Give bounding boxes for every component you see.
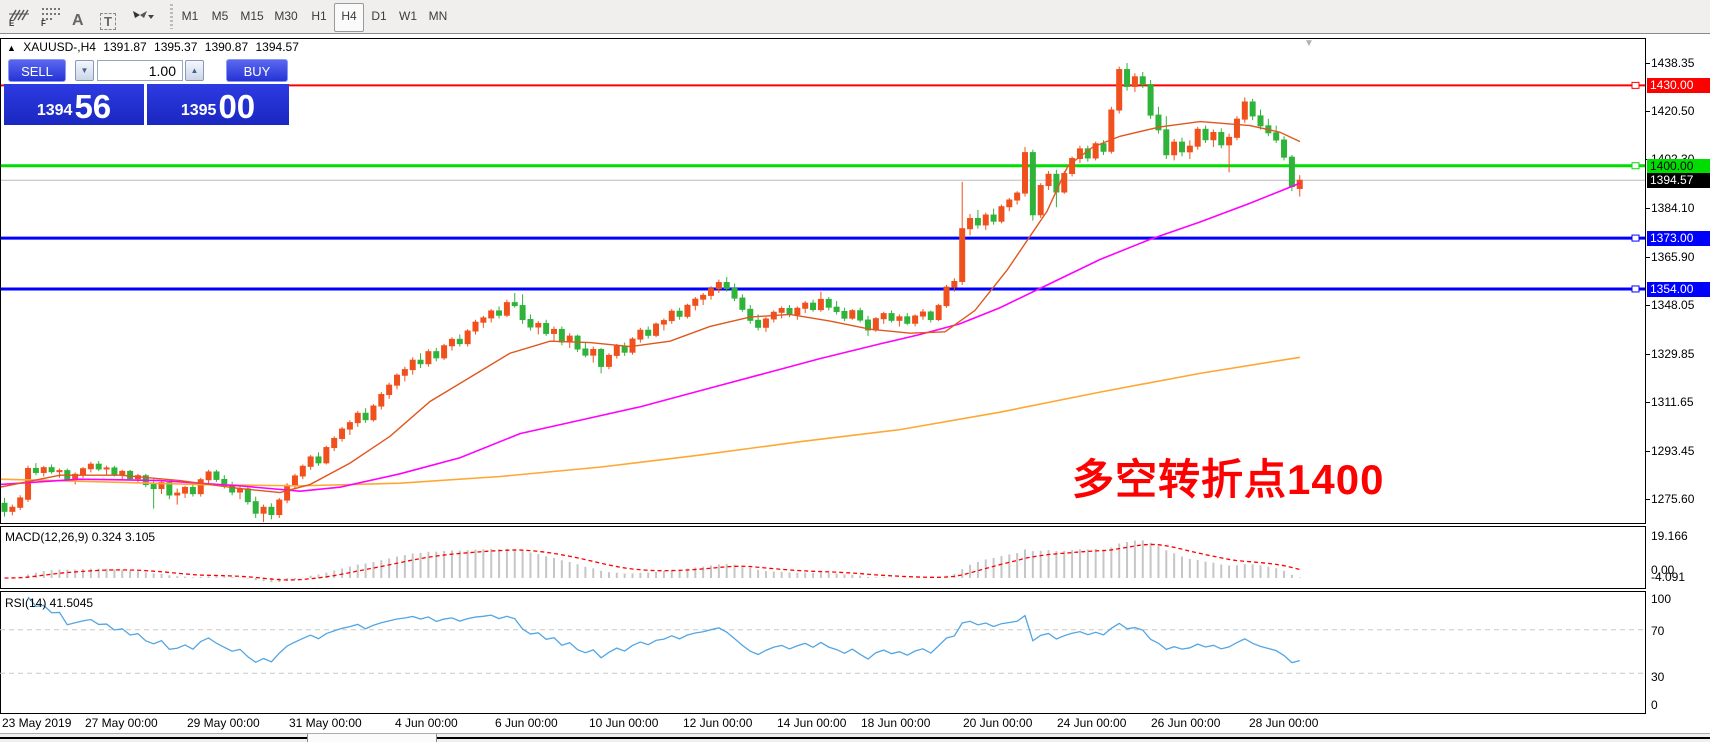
rsi-axis-tick: 30 bbox=[1651, 670, 1665, 684]
bid-price-panel[interactable]: 1394 56 bbox=[4, 84, 144, 125]
price-axis-tick: 1420.50 bbox=[1651, 104, 1695, 118]
date-axis-label: 20 Jun 00:00 bbox=[963, 716, 1033, 730]
main-chart-panel[interactable] bbox=[0, 38, 1646, 524]
scroll-to-end-arrow-icon[interactable]: ▼ bbox=[1304, 38, 1314, 49]
tf-button-m1[interactable]: M1 bbox=[181, 9, 199, 23]
date-axis-label: 12 Jun 00:00 bbox=[683, 716, 753, 730]
rsi-axis-tick: 0 bbox=[1651, 698, 1658, 712]
volume-up-button[interactable]: ▲ bbox=[185, 60, 204, 81]
ask-price-panel[interactable]: 1395 00 bbox=[147, 84, 289, 125]
date-axis-label: 29 May 00:00 bbox=[187, 716, 260, 730]
symbol-ohlc-header: ▲ XAUUSD-,H4 1391.87 1395.37 1390.87 139… bbox=[7, 40, 303, 54]
macd-axis-tick: -4.091 bbox=[1651, 570, 1686, 584]
price-axis-tick: 1365.90 bbox=[1651, 250, 1695, 264]
toolbar: E F A T M1 M5 M1 bbox=[0, 0, 1710, 34]
low-value: 1390.87 bbox=[204, 40, 249, 54]
price-axis-tickmark bbox=[1646, 257, 1650, 258]
text-box-icon[interactable]: T bbox=[100, 6, 116, 30]
date-axis-label: 14 Jun 00:00 bbox=[777, 716, 847, 730]
price-axis-tick: 1438.35 bbox=[1651, 56, 1695, 70]
date-axis-label: 27 May 00:00 bbox=[85, 716, 158, 730]
date-axis-label: 26 Jun 00:00 bbox=[1151, 716, 1221, 730]
text-label-icon[interactable]: A bbox=[72, 12, 84, 29]
sell-button[interactable]: SELL bbox=[8, 59, 66, 82]
volume-down-button[interactable]: ▼ bbox=[75, 60, 94, 81]
active-chart-tab[interactable] bbox=[307, 734, 437, 742]
macd-axis-tick: 0.00 bbox=[1651, 563, 1675, 577]
price-level-label[interactable]: 1430.00 bbox=[1647, 78, 1710, 94]
close-value: 1394.57 bbox=[255, 40, 299, 54]
macd-indicator-label: MACD(12,26,9) 0.324 3.105 bbox=[5, 530, 156, 544]
date-axis-label: 6 Jun 00:00 bbox=[495, 716, 558, 730]
tf-button-d1[interactable]: D1 bbox=[371, 9, 387, 23]
open-value: 1391.87 bbox=[103, 40, 147, 54]
chart-tab-bar bbox=[0, 733, 1710, 742]
chart-shift-icon[interactable]: E bbox=[8, 4, 29, 28]
grid-period-icon[interactable]: F bbox=[40, 4, 60, 28]
tf-button-mn[interactable]: MN bbox=[428, 9, 448, 23]
macd-panel[interactable] bbox=[0, 526, 1646, 589]
price-level-label[interactable]: 1400.00 bbox=[1647, 158, 1710, 174]
price-axis-tick: 1329.85 bbox=[1651, 347, 1695, 361]
tab-bar-edge-right bbox=[437, 737, 1710, 739]
price-axis-tickmark bbox=[1646, 402, 1650, 403]
chart-window: ▲ XAUUSD-,H4 1391.87 1395.37 1390.87 139… bbox=[0, 34, 1710, 742]
symbol-name: XAUUSD-,H4 bbox=[23, 40, 96, 54]
price-axis-tickmark bbox=[1646, 451, 1650, 452]
ask-integer: 1395 bbox=[180, 102, 217, 119]
price-axis-tickmark bbox=[1646, 63, 1650, 64]
rsi-indicator-label: RSI(14) 41.5045 bbox=[5, 596, 94, 610]
current-price-label: 1394.57 bbox=[1647, 173, 1710, 189]
price-axis-tick: 1311.65 bbox=[1651, 395, 1694, 409]
price-axis-tick: 1293.45 bbox=[1651, 444, 1695, 458]
price-axis-tick: 1348.05 bbox=[1651, 298, 1695, 312]
date-axis-label: 28 Jun 00:00 bbox=[1249, 716, 1319, 730]
volume-input[interactable] bbox=[97, 60, 183, 81]
tf-button-h1[interactable]: H1 bbox=[311, 9, 327, 23]
rsi-panel[interactable] bbox=[0, 591, 1646, 714]
bid-pips: 56 bbox=[74, 88, 112, 125]
price-axis-tickmark bbox=[1646, 354, 1650, 355]
price-axis-tickmark bbox=[1646, 305, 1650, 306]
price-level-label[interactable]: 1354.00 bbox=[1647, 281, 1710, 297]
tf-button-m30[interactable]: M30 bbox=[274, 9, 298, 23]
toolbar-separator bbox=[170, 4, 173, 29]
date-axis-label: 4 Jun 00:00 bbox=[395, 716, 458, 730]
macd-axis-tick: 19.166 bbox=[1651, 529, 1688, 543]
date-axis-label: 18 Jun 00:00 bbox=[861, 716, 931, 730]
collapse-arrow-icon[interactable]: ▲ bbox=[7, 43, 16, 53]
bid-integer: 1394 bbox=[36, 102, 73, 119]
tf-button-m15[interactable]: M15 bbox=[240, 9, 264, 23]
date-axis-label: 10 Jun 00:00 bbox=[589, 716, 659, 730]
buy-button[interactable]: BUY bbox=[226, 59, 288, 82]
tab-bar-edge-left bbox=[0, 737, 307, 739]
price-axis-tick: 1384.10 bbox=[1651, 201, 1695, 215]
price-axis-tickmark bbox=[1646, 111, 1650, 112]
date-axis-label: 31 May 00:00 bbox=[289, 716, 362, 730]
price-axis-tick: 1275.60 bbox=[1651, 492, 1695, 506]
tf-button-h4-active[interactable]: H4 bbox=[334, 3, 364, 32]
rsi-axis-tick: 100 bbox=[1651, 592, 1672, 606]
one-click-trading-widget: SELL ▼ ▲ BUY 1394 56 1395 00 bbox=[4, 57, 289, 125]
price-level-label[interactable]: 1373.00 bbox=[1647, 231, 1710, 247]
high-value: 1395.37 bbox=[154, 40, 198, 54]
price-axis-tickmark bbox=[1646, 499, 1650, 500]
tf-button-w1[interactable]: W1 bbox=[399, 9, 417, 23]
date-axis-label: 23 May 2019 bbox=[2, 716, 72, 730]
chart-text-annotation[interactable]: 多空转折点1400 bbox=[1072, 456, 1385, 503]
ask-pips: 00 bbox=[218, 88, 256, 125]
price-axis-tickmark bbox=[1646, 208, 1650, 209]
tf-button-m5[interactable]: M5 bbox=[211, 9, 229, 23]
date-axis-label: 24 Jun 00:00 bbox=[1057, 716, 1127, 730]
rsi-axis-tick: 70 bbox=[1651, 624, 1665, 638]
